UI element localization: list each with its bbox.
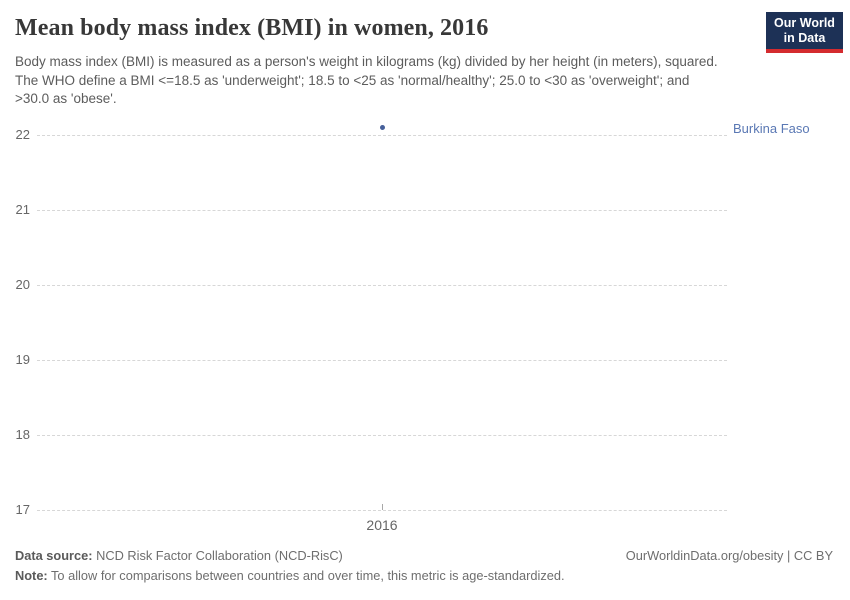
page-title: Mean body mass index (BMI) in women, 201… <box>15 15 489 41</box>
y-gridline <box>37 510 727 511</box>
owid-logo-line2: in Data <box>783 31 826 45</box>
owid-logo-line1: Our World <box>774 16 835 30</box>
note-text: To allow for comparisons between countri… <box>47 568 565 583</box>
x-axis-tickmark <box>382 504 383 510</box>
y-gridline <box>37 284 727 286</box>
owid-logo-accent-bar <box>766 49 843 53</box>
y-gridline <box>37 434 727 436</box>
y-axis-tick-label: 20 <box>15 276 30 292</box>
y-gridline <box>37 134 727 136</box>
data-source-label: Data source: <box>15 548 93 563</box>
x-axis-tick-label: 2016 <box>366 517 398 533</box>
y-axis-tick-label: 22 <box>15 126 30 142</box>
note-line: Note: To allow for comparisons between c… <box>15 568 565 583</box>
owid-logo: Our World in Data <box>766 12 843 53</box>
y-axis-tick-label: 18 <box>15 426 30 442</box>
y-axis-tick-label: 17 <box>15 502 30 517</box>
y-axis-tick-label: 19 <box>15 351 30 367</box>
license-text: OurWorldinData.org/obesity | CC BY <box>625 548 833 563</box>
data-source-line: Data source: NCD Risk Factor Collaborati… <box>15 548 343 563</box>
data-point[interactable] <box>379 124 385 130</box>
y-gridline <box>37 209 727 211</box>
data-source-text: NCD Risk Factor Collaboration (NCD-RisC) <box>92 548 343 563</box>
owid-logo-text: Our World in Data <box>766 12 843 49</box>
y-axis-tick-label: 21 <box>15 201 30 217</box>
chart-subtitle: Body mass index (BMI) is measured as a p… <box>15 54 718 106</box>
y-gridline <box>37 359 727 361</box>
note-label: Note: <box>15 568 48 583</box>
series-label[interactable]: Burkina Faso <box>733 121 810 137</box>
